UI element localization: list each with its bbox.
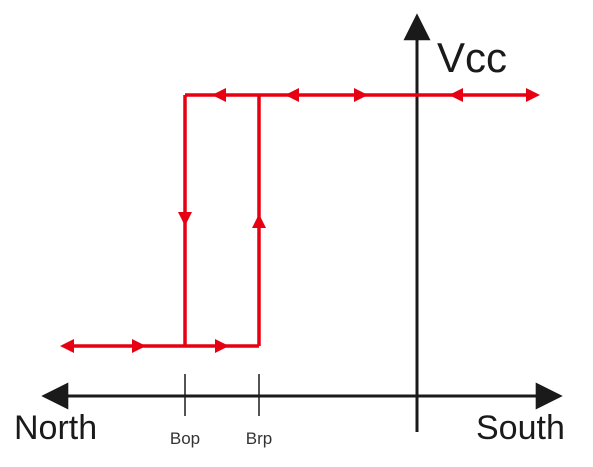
arrow-left-high-2 [285, 88, 299, 102]
hysteresis-curve [66, 93, 532, 348]
brp-label: Brp [246, 429, 272, 448]
arrow-left-high-1 [212, 88, 226, 102]
arrow-left-low-end [60, 339, 74, 353]
arrow-down-bop [178, 212, 192, 226]
arrow-right-high-end [526, 88, 540, 102]
arrow-left-high-3 [449, 88, 463, 102]
arrow-right-high-1 [354, 88, 368, 102]
south-label: South [476, 409, 565, 447]
arrow-right-low-2 [215, 339, 229, 353]
arrow-up-brp [252, 214, 266, 228]
curve-arrows [60, 88, 540, 353]
bop-label: Bop [170, 429, 200, 448]
arrow-right-low-1 [132, 339, 146, 353]
north-label: North [14, 409, 97, 447]
vcc-label: Vcc [437, 34, 507, 81]
